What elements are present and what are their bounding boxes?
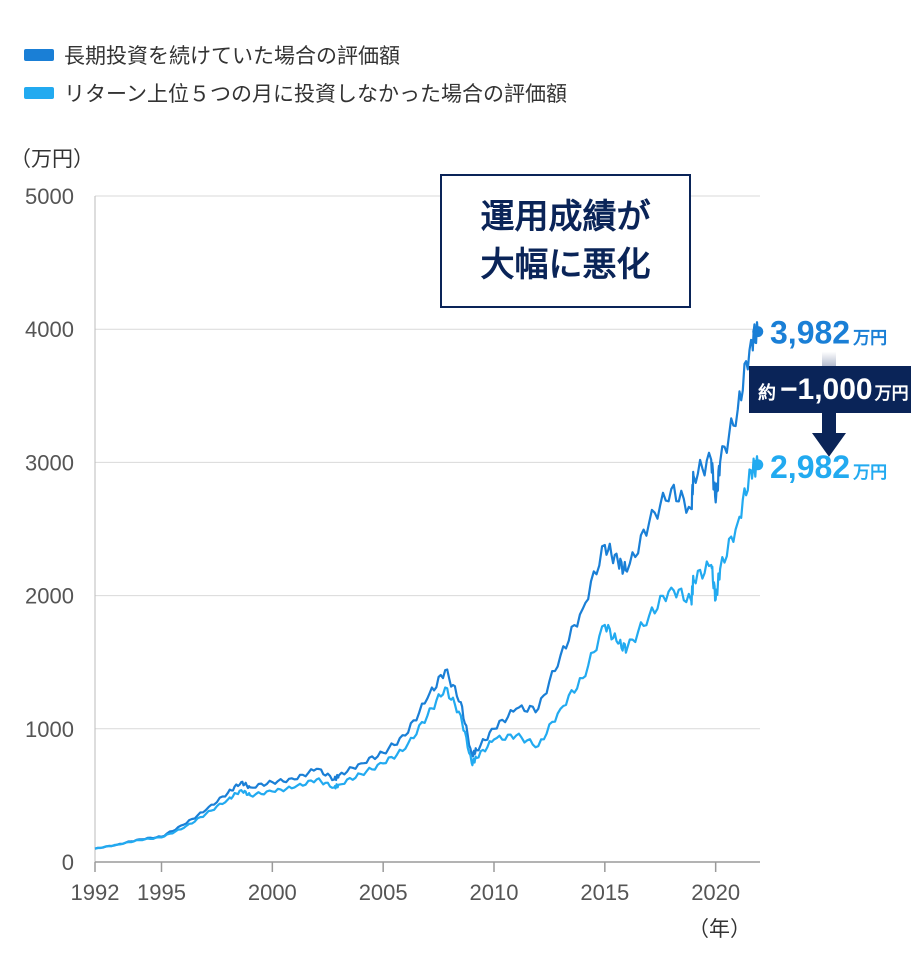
bottom-value-label: 2,982 万円 <box>770 449 887 485</box>
difference-label: 約 −1,000 万円 <box>758 373 909 406</box>
x-tick-label-2020: 2020 <box>691 880 740 905</box>
legend-label-long-term: 長期投資を続けていた場合の評価額 <box>64 44 400 68</box>
legend: 長期投資を続けていた場合の評価額 リターン上位５つの月に投資しなかった場合の評価… <box>24 36 567 112</box>
difference-unit: 万円 <box>874 384 909 403</box>
y-tick-label-5000: 5000 <box>25 184 74 209</box>
y-tick-label-2000: 2000 <box>25 584 74 609</box>
top-value-label-unit: 万円 <box>852 329 887 348</box>
bottom-value-label-number: 2,982 <box>770 449 850 485</box>
callout-box: 運用成績が 大幅に悪化 <box>440 174 691 308</box>
x-axis-unit-label: （年） <box>688 917 751 941</box>
top-value-label: 3,982 万円 <box>770 315 887 351</box>
series-line-0 <box>94 321 759 850</box>
arrow-down-icon <box>812 433 846 457</box>
legend-swatch-long-term <box>24 49 54 61</box>
difference-badge <box>749 366 911 413</box>
legend-label-missed-months: リターン上位５つの月に投資しなかった場合の評価額 <box>64 82 567 106</box>
y-tick-label-4000: 4000 <box>25 317 74 342</box>
series-end-point-1 <box>752 459 764 471</box>
difference-value: −1,000 <box>780 373 873 406</box>
x-tick-label-2000: 2000 <box>248 880 297 905</box>
x-tick-label-1995: 1995 <box>137 880 186 905</box>
x-tick-label-1992: 1992 <box>71 880 120 905</box>
series-end-point-0 <box>752 326 764 338</box>
x-tick-label-2005: 2005 <box>359 880 408 905</box>
difference-prefix: 約 <box>758 382 776 403</box>
callout-text: 運用成績が 大幅に悪化 <box>480 197 651 285</box>
legend-swatch-missed-months <box>24 87 54 99</box>
bottom-value-label-unit: 万円 <box>852 463 887 482</box>
y-tick-label-3000: 3000 <box>25 450 74 475</box>
y-tick-label-1000: 1000 <box>25 717 74 742</box>
top-value-label-number: 3,982 <box>770 315 850 351</box>
y-tick-label-0: 0 <box>62 850 74 875</box>
legend-item-missed-months: リターン上位５つの月に投資しなかった場合の評価額 <box>24 74 567 112</box>
legend-item-long-term: 長期投資を続けていた場合の評価額 <box>24 36 567 74</box>
x-tick-label-2015: 2015 <box>580 880 629 905</box>
arrow-shaft <box>822 413 836 433</box>
y-axis-unit-label: （万円） <box>10 147 94 171</box>
series-line-1 <box>94 455 759 850</box>
x-tick-label-2010: 2010 <box>470 880 519 905</box>
